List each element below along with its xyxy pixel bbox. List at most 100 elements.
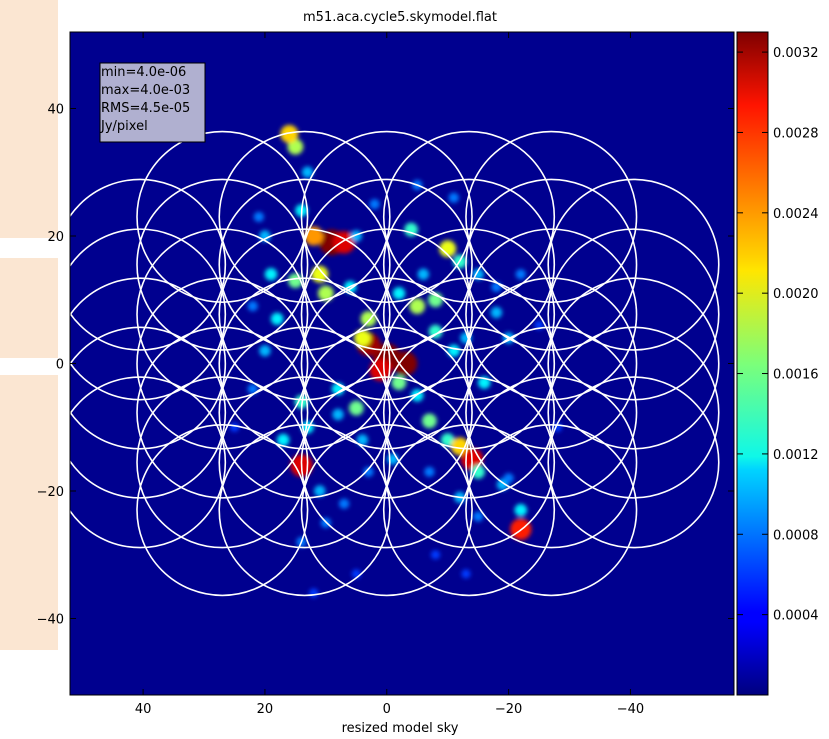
- pointing-circle: [382, 326, 556, 499]
- y-tick-label: 0: [56, 358, 64, 373]
- colorbar-ticks: 0.0032 0.0028 0.0024 0.0020 0.0016 0.0012 0.00…: [737, 46, 819, 624]
- emission-clump: [247, 383, 258, 395]
- emission-clump: [409, 298, 426, 315]
- y-tick-label: −20: [37, 485, 64, 500]
- pointing-circle: [218, 277, 391, 450]
- x-tick-label: 20: [257, 702, 274, 717]
- pointing-circle: [70, 326, 227, 499]
- pointing-circle: [300, 376, 473, 549]
- emission-clump: [229, 422, 240, 432]
- emission-clump: [472, 511, 484, 522]
- background-panel-middle: [0, 258, 58, 358]
- emission-clump: [440, 433, 455, 447]
- emission-clump: [461, 569, 471, 579]
- x-tick-label: 40: [135, 702, 152, 717]
- emission-clump: [392, 351, 418, 376]
- x-tick-label: −40: [617, 702, 644, 717]
- x-tick-label: 0: [383, 702, 391, 717]
- emission-clump: [280, 125, 299, 143]
- emission-clump: [270, 312, 284, 326]
- pointing-circle: [300, 326, 473, 499]
- pointing-circle: [300, 228, 473, 401]
- emission-clump: [515, 269, 526, 280]
- emission-clump: [471, 465, 485, 479]
- pointing-circle: [465, 326, 638, 499]
- pointing-circle: [300, 424, 473, 597]
- pointing-circle: [465, 376, 638, 549]
- pointing-circle: [218, 326, 391, 499]
- colorbar-tick-label: 0.0032: [773, 46, 819, 61]
- emission-clump: [448, 192, 459, 203]
- colorbar-tick-label: 0.0012: [773, 448, 819, 463]
- x-tick-label: −20: [495, 702, 522, 717]
- pointing-circles: [70, 130, 720, 597]
- pointing-circle: [382, 277, 556, 450]
- y-axis: 40 20 0 −20 −40: [37, 103, 734, 628]
- emission-clump: [332, 408, 344, 421]
- emission-clump: [356, 434, 369, 446]
- background-panel-bottom: [0, 375, 58, 650]
- emission-clump: [348, 400, 364, 416]
- stats-box: min=4.0e-06 max=4.0e-03 RMS=4.5e-05 Jy/p…: [99, 62, 206, 143]
- pointing-circle: [382, 424, 556, 597]
- pointing-circle: [465, 178, 638, 351]
- colorbar-tick-label: 0.0024: [773, 207, 819, 222]
- pointing-circle: [465, 130, 638, 303]
- stats-box-background: [99, 62, 206, 143]
- colorbar: [736, 31, 769, 696]
- emission-clump: [301, 166, 314, 178]
- pointing-circle: [465, 277, 638, 450]
- emission-clump: [503, 473, 514, 484]
- emission-clump: [314, 485, 326, 497]
- pointing-circle: [136, 130, 309, 303]
- pointing-circle: [70, 178, 227, 351]
- background-panel-top: [0, 0, 58, 238]
- colorbar-tick-label: 0.0016: [773, 368, 819, 383]
- stats-min: min=4.0e-06: [101, 65, 186, 80]
- pointing-circle: [218, 228, 391, 401]
- emission-clump: [430, 550, 441, 560]
- emission-clump: [353, 329, 371, 347]
- pointing-circle: [218, 424, 391, 597]
- y-tick-label: 40: [47, 103, 64, 118]
- pointing-circle: [70, 228, 227, 401]
- pointing-circle: [382, 228, 556, 401]
- pointing-circle: [218, 178, 391, 351]
- y-tick-label: 20: [47, 230, 64, 245]
- pointing-circle: [547, 277, 720, 450]
- pointing-circle: [136, 376, 309, 549]
- stats-max: max=4.0e-03: [101, 83, 190, 98]
- emission-clump: [247, 300, 258, 312]
- pointing-circle: [547, 228, 720, 401]
- pointing-circle: [136, 178, 309, 351]
- emission-clump: [360, 310, 377, 327]
- emission-clump: [417, 268, 430, 280]
- pointing-circle: [300, 277, 473, 450]
- colorbar-tick-label: 0.0028: [773, 126, 819, 141]
- emission-clump: [253, 211, 265, 223]
- pointing-circle: [70, 376, 227, 549]
- pointing-circle: [465, 228, 638, 401]
- emission-clump: [439, 240, 457, 258]
- colorbar-tick-label: 0.0004: [773, 609, 819, 624]
- emission-clump: [259, 345, 271, 357]
- pointing-circle: [136, 277, 309, 450]
- pointing-circle: [547, 178, 720, 351]
- stats-rms: RMS=4.5e-05: [101, 101, 190, 116]
- emission-clump: [422, 413, 437, 429]
- emission-clump: [276, 433, 290, 447]
- emission-clump: [369, 198, 380, 210]
- x-axis: 40 20 0 −20 −40: [135, 32, 644, 717]
- x-axis-label: resized model sky: [342, 721, 459, 736]
- emission-clump: [490, 306, 503, 319]
- emission-clump: [317, 285, 334, 302]
- pointing-circle: [136, 424, 309, 597]
- pointing-circle: [465, 424, 638, 597]
- pointing-circle: [70, 277, 227, 450]
- pointing-circle: [136, 228, 309, 401]
- pointing-circle: [300, 178, 473, 351]
- pointing-circle: [382, 376, 556, 549]
- colorbar-tick-label: 0.0008: [773, 528, 819, 543]
- emission-clump: [392, 287, 406, 300]
- emission-clump: [338, 498, 350, 509]
